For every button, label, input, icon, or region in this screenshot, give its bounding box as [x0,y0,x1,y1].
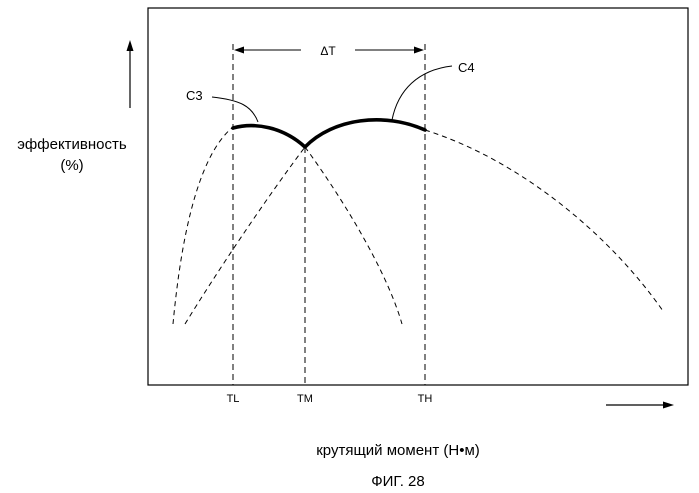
delta-t-label: ΔT [320,44,336,58]
plot-frame [147,7,689,386]
x-axis-arrow [606,401,674,409]
tick-label-tl: TL [227,393,240,405]
c4-label: C4 [458,60,475,75]
c3-label: C3 [186,88,203,103]
y-axis-label-line1: эффективность [17,136,127,153]
combined-efficiency-curve [231,118,427,149]
c3-leader-line [211,96,259,123]
y-axis-arrow [126,40,134,108]
tick-label-th: TH [418,393,433,405]
curve-c4-dashed-rise [184,146,306,325]
curve-c3-dashed-fall [304,146,403,325]
delta-t-arrow [234,46,424,54]
figure-caption: ФИГ. 28 [371,473,425,490]
tick-label-tm: TM [297,393,313,405]
x-axis-label: крутящий момент (Н•м) [316,442,480,459]
curve-c4-dashed-fall [424,129,664,312]
c4-leader-line [391,65,453,121]
y-axis-label-line2: (%) [60,157,83,174]
curve-c3-dashed-rise [172,126,234,325]
